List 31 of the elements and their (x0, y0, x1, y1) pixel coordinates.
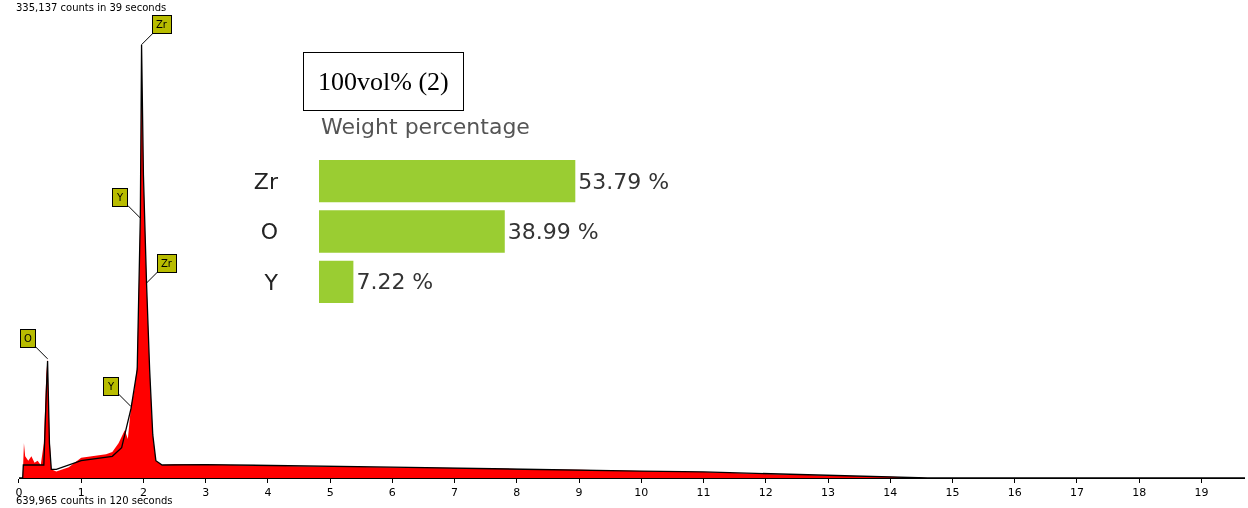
data-label: 53.79 % (578, 168, 670, 194)
annotation: Y (116, 192, 124, 203)
x-tick-label: 18 (1132, 486, 1147, 500)
x-tick-label: 10 (634, 486, 649, 500)
x-tick-label: 17 (1069, 486, 1084, 500)
x-tick-label: 3 (202, 486, 210, 500)
x-tick-label: 16 (1007, 486, 1022, 500)
x-tick-label: 15 (945, 486, 960, 500)
x-tick-label: 11 (696, 486, 711, 500)
x-tick-label: 14 (883, 486, 898, 500)
x-tick-label: 9 (575, 486, 583, 500)
x-tick-label: 8 (513, 486, 521, 500)
annotation: 100vol% (2) (318, 67, 449, 96)
x-tick-label: 6 (388, 486, 396, 500)
y-tick-label: Y (263, 269, 279, 295)
annotation: O (24, 333, 32, 344)
annotation: Zr (161, 258, 173, 269)
annotation: Zr (156, 19, 168, 30)
annotation: Y (107, 381, 115, 392)
text: 335,137 counts in 39 seconds (16, 2, 167, 13)
data-label: 7.22 % (356, 269, 434, 295)
y-tick-label: O (260, 219, 278, 245)
y-tick-label: Zr (253, 168, 279, 194)
x-tick-label: 19 (1194, 486, 1209, 500)
x-tick-label: 5 (326, 486, 334, 500)
x-tick-label: 4 (264, 486, 272, 500)
x-tick-label: 13 (821, 486, 836, 500)
x-tick-label: 12 (758, 486, 773, 500)
chart-title: Weight percentage (321, 114, 530, 139)
x-tick-label: 7 (451, 486, 459, 500)
data-label: 38.99 % (507, 219, 599, 244)
